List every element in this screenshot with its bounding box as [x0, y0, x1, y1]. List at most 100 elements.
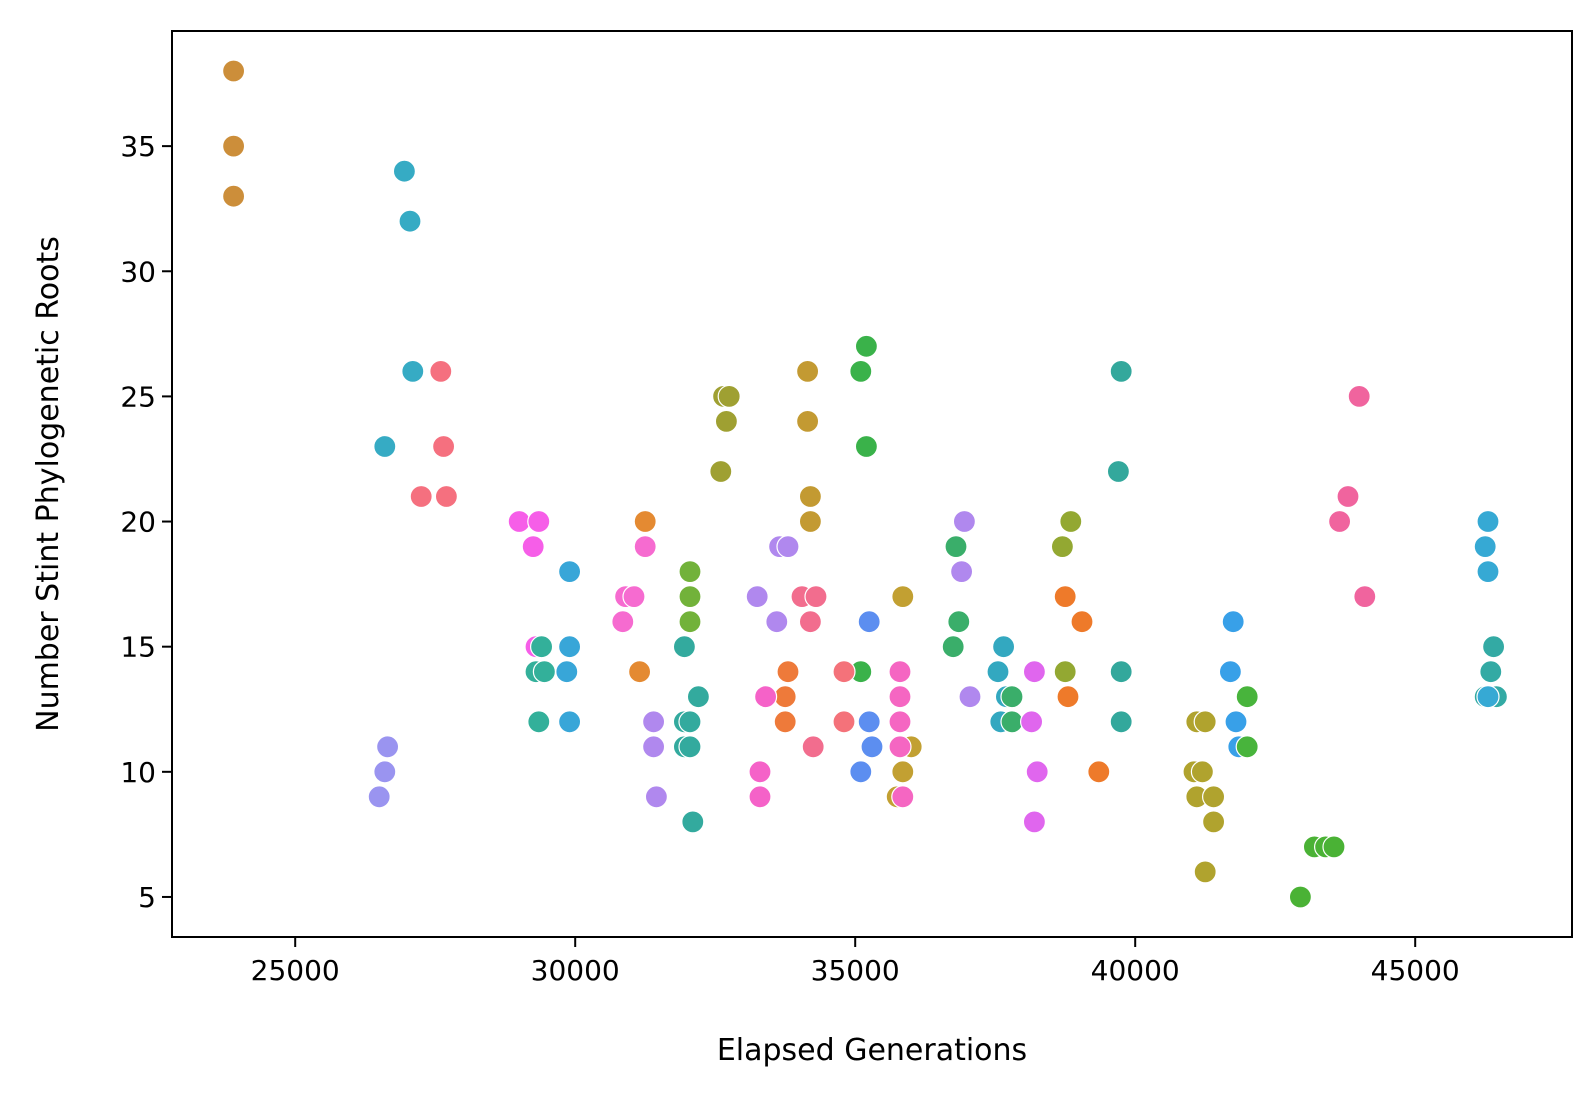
data-point-8 — [432, 434, 456, 459]
data-point-116 — [1190, 760, 1215, 784]
data-point-10 — [434, 484, 458, 509]
data-point-118 — [1201, 785, 1226, 809]
data-point-50 — [795, 409, 820, 433]
data-point-36 — [678, 584, 702, 609]
data-point-25 — [557, 710, 582, 734]
y-tick-label: 15 — [120, 631, 156, 664]
y-tick-label: 30 — [120, 255, 156, 288]
data-point-3 — [392, 159, 416, 183]
data-point-108 — [1087, 760, 1111, 784]
data-point-95 — [1000, 685, 1024, 709]
data-point-85 — [891, 785, 915, 809]
data-point-112 — [1109, 710, 1133, 734]
data-point-28 — [611, 610, 635, 634]
data-point-7 — [429, 359, 453, 383]
data-point-106 — [1070, 610, 1094, 634]
x-axis: 25000 30000 35000 40000 45000 — [251, 937, 1460, 987]
data-point-109 — [1109, 359, 1133, 383]
y-tick-label: 5 — [138, 881, 156, 914]
data-point-30 — [633, 534, 657, 559]
data-point-43 — [678, 735, 702, 759]
data-point-38 — [672, 635, 697, 659]
data-point-111 — [1109, 660, 1133, 684]
data-point-81 — [888, 660, 912, 684]
data-point-6 — [373, 434, 397, 459]
points-layer — [222, 59, 1509, 909]
data-point-100 — [1025, 760, 1049, 784]
data-point-72 — [832, 710, 856, 734]
data-point-104 — [1053, 660, 1077, 684]
data-point-32 — [641, 710, 666, 734]
x-tick-label: 40000 — [1091, 954, 1180, 987]
data-point-52 — [798, 509, 823, 534]
data-point-75 — [860, 735, 884, 759]
data-point-93 — [986, 660, 1010, 684]
data-point-97 — [1000, 710, 1024, 734]
data-point-107 — [1056, 685, 1080, 709]
data-point-56 — [765, 610, 789, 634]
data-point-73 — [857, 610, 881, 634]
data-point-13 — [367, 785, 391, 809]
data-point-22 — [557, 559, 582, 584]
data-point-131 — [1347, 384, 1371, 408]
data-point-121 — [1221, 610, 1245, 634]
data-point-35 — [678, 559, 702, 584]
data-point-105 — [1053, 584, 1077, 609]
data-point-126 — [1235, 735, 1259, 759]
y-tick-label: 20 — [120, 506, 156, 539]
data-point-77 — [891, 584, 915, 609]
plot-area — [171, 30, 1573, 938]
data-point-31 — [627, 660, 652, 684]
data-point-122 — [1218, 660, 1243, 684]
data-point-24 — [555, 660, 579, 684]
data-point-58 — [804, 584, 828, 609]
data-point-4 — [398, 209, 422, 233]
data-point-130 — [1322, 835, 1346, 859]
data-point-142 — [1476, 685, 1500, 709]
data-point-16 — [521, 534, 545, 559]
data-point-11 — [376, 735, 400, 759]
data-point-0 — [222, 59, 246, 83]
data-point-101 — [1022, 810, 1047, 834]
data-point-15 — [527, 509, 551, 534]
data-point-20 — [532, 660, 557, 684]
data-point-83 — [888, 710, 912, 734]
data-point-127 — [1288, 885, 1313, 909]
data-point-59 — [798, 610, 823, 634]
y-tick-label: 10 — [120, 756, 156, 789]
data-point-68 — [849, 359, 873, 383]
y-tick-label: 25 — [120, 380, 156, 413]
data-point-47 — [714, 409, 739, 433]
data-point-123 — [1224, 710, 1248, 734]
data-point-87 — [949, 559, 974, 584]
data-point-120 — [1193, 860, 1217, 884]
data-point-133 — [1327, 509, 1352, 534]
data-point-86 — [952, 509, 977, 534]
data-point-18 — [529, 635, 554, 659]
data-point-41 — [678, 710, 702, 734]
data-point-79 — [891, 760, 915, 784]
data-point-65 — [748, 760, 772, 784]
data-point-5 — [401, 359, 425, 383]
data-point-102 — [1059, 509, 1083, 534]
data-point-64 — [753, 685, 778, 709]
data-point-33 — [641, 735, 666, 759]
data-point-139 — [1479, 660, 1503, 684]
data-point-137 — [1476, 559, 1500, 584]
data-point-91 — [941, 635, 965, 659]
data-point-63 — [773, 710, 797, 734]
data-point-138 — [1481, 635, 1506, 659]
data-point-84 — [888, 735, 912, 759]
data-point-99 — [1019, 710, 1044, 734]
y-axis: 5 10 15 20 25 30 35 — [120, 130, 172, 914]
data-point-12 — [373, 760, 397, 784]
data-point-60 — [801, 735, 825, 759]
data-point-34 — [644, 785, 669, 809]
data-point-2 — [222, 184, 246, 208]
data-point-134 — [1353, 584, 1377, 609]
data-point-37 — [678, 610, 702, 634]
data-point-69 — [854, 434, 879, 459]
data-point-54 — [776, 534, 800, 559]
data-point-110 — [1106, 459, 1131, 484]
